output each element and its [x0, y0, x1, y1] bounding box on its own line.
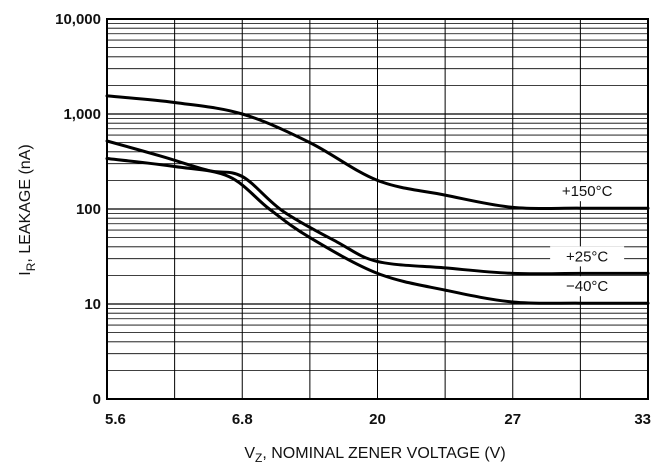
y-tick-label: 100	[76, 201, 101, 218]
series-label-3: −40°C	[566, 278, 608, 295]
x-tick-labels: 5.6 6.8 20 27 33	[105, 411, 651, 428]
y-tick-label: 0	[93, 391, 101, 408]
series-label-2: +25°C	[566, 248, 608, 265]
y-tick-labels: 0 10 100 1,000 10,000	[55, 11, 101, 408]
y-tick-label: 1,000	[63, 106, 101, 123]
x-tick-label: 6.8	[232, 411, 253, 428]
series-label-1: +150°C	[562, 183, 613, 200]
y-tick-label: 10,000	[55, 11, 101, 28]
x-tick-label: 33	[634, 411, 651, 428]
series-labels: +150°C +25°C −40°C	[550, 181, 624, 296]
x-tick-label: 5.6	[105, 411, 126, 428]
x-tick-label: 20	[369, 411, 386, 428]
x-axis-label: VZ, NOMINAL ZENER VOLTAGE (V)	[244, 445, 505, 465]
y-tick-label: 10	[84, 296, 101, 313]
x-tick-label: 27	[504, 411, 521, 428]
y-axis-label: IR, LEAKAGE (nA)	[17, 144, 38, 275]
